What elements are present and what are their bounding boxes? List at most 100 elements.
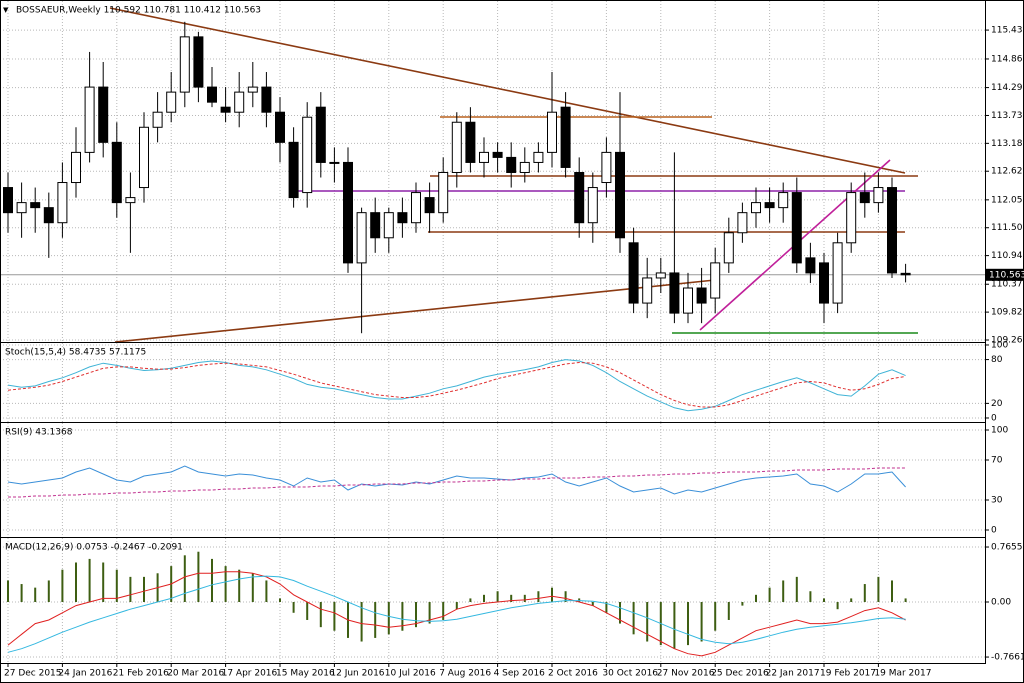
y-tick-label: -0.7661 [991,653,1024,663]
candle-body [207,86,217,103]
candle-body [832,242,843,304]
x-tick-label: 12 Jun 2016 [330,669,384,679]
indicator-line [7,361,906,408]
candle-body [329,161,340,164]
candle-body [71,151,81,184]
candle-body [411,192,421,224]
y-tick-label: 110.375 [991,280,1024,290]
dropdown-icon: ▼ [3,6,9,14]
candle-body [98,86,109,143]
y-tick-label: 0.7655 [991,543,1023,553]
candle-body [574,171,585,224]
candle-body [601,151,612,184]
candle-body [859,192,870,204]
candle-body [479,151,489,163]
candle-body [519,161,530,173]
x-tick-label: 19 Mar 2017 [874,669,931,679]
candle-body [642,277,653,304]
candle-body [111,141,122,204]
x-tick-label: 2 Oct 2016 [548,669,598,679]
labels: BOSSAEUR,Weekly 110.592 110.781 110.412 … [3,6,1024,679]
indicator-line [7,465,906,495]
y-tick-label: 0.00 [991,598,1011,608]
candle-body [669,272,680,314]
y-tick-label: 112.055 [991,195,1024,205]
indicator-line [7,359,906,412]
candle-body [887,187,897,274]
candle-body [819,262,829,304]
candle-body [166,91,177,113]
candle-body [152,111,163,128]
panel-title: RSI(9) 43.1368 [5,428,73,438]
indicator-line [7,575,906,653]
x-tick-label: 19 Feb 2017 [820,669,876,679]
candle-body [343,161,353,264]
x-tick-label: 4 Sep 2016 [494,669,546,679]
candle-body [247,86,258,93]
candle-body [57,182,68,224]
candle-body [805,257,816,274]
x-tick-label: 30 Oct 2016 [602,669,658,679]
candle-body [533,151,544,163]
x-tick-label: 17 Apr 2016 [222,669,278,679]
marks [3,21,911,657]
panel-title: Stoch(15,5,4) 58.4735 57.1175 [5,348,146,358]
y-tick-label: 100 [991,426,1008,436]
candle-body [3,187,13,214]
candle-body [778,192,789,209]
candle-body [315,106,326,163]
y-tick-label: 114.290 [991,83,1024,93]
y-tick-label: 100 [991,340,1008,350]
y-tick-label: 115.435 [991,26,1024,36]
candle-body [751,202,761,214]
y-tick-label: 110.945 [991,251,1024,261]
y-tick-label: 114.860 [991,54,1024,64]
candle-body [710,262,721,299]
candle-body [234,91,245,113]
candle-body [261,86,272,113]
y-tick-label: 80 [991,355,1003,365]
candle-body [547,111,557,153]
candle-body [587,187,598,224]
candle-body [900,272,911,276]
macd-panel [0,537,986,664]
candle-body [696,287,707,304]
x-tick-label: 22 Jan 2017 [766,669,820,679]
candle-body [125,197,136,204]
candle-body [30,202,41,209]
candle-body [492,151,503,158]
x-tick-label: 27 Nov 2016 [657,669,715,679]
candle-body [465,121,476,163]
candle-body [723,232,734,264]
candle-body [628,242,639,304]
candle-body [424,197,435,214]
candle-body [356,212,367,264]
x-tick-label: 24 Jan 2016 [58,669,112,679]
candle-body [193,36,204,88]
x-tick-label: 21 Feb 2016 [113,669,169,679]
candle-body [370,212,381,239]
candle-body [16,202,27,214]
x-tick-label: 10 Jul 2016 [385,669,436,679]
trendline [109,7,906,174]
candle-body [873,187,884,204]
last-price-box [986,268,1023,281]
candle-body [560,106,571,168]
indicator-line [7,571,906,657]
panel-title: BOSSAEUR,Weekly 110.592 110.781 110.412 … [16,6,261,16]
y-tick-label: 0 [991,413,997,423]
candle-body [302,116,313,194]
y-tick-label: 30 [991,496,1003,506]
y-tick-label: 113.735 [991,111,1024,121]
candle-body [764,202,775,209]
candle-body [683,287,693,314]
x-tick-label: 7 Aug 2016 [439,669,491,679]
candle-body [179,36,190,93]
candle-body [655,272,666,279]
candle-body [43,207,54,224]
y-tick-label: 113.180 [991,139,1024,149]
candle-body [438,171,449,214]
grid-layer [0,1,985,663]
